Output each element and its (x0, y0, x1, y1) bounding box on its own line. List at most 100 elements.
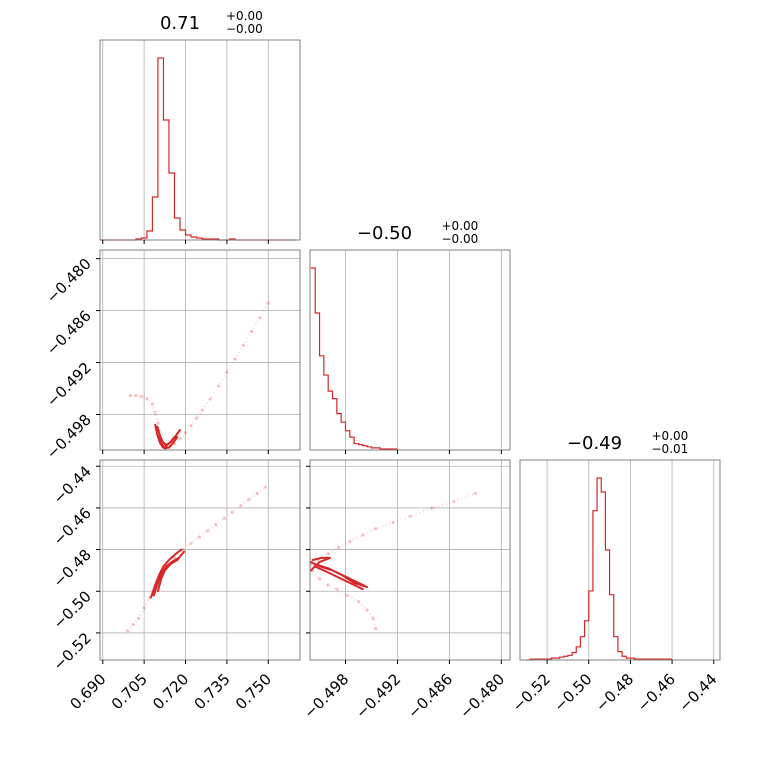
scatter-point (374, 527, 378, 531)
p1-vs-p2-grid (310, 460, 510, 660)
p1-vs-p2-frame (309, 459, 511, 661)
histogram-bar (341, 422, 345, 450)
p0_vs_p1-points (128, 301, 270, 450)
scatter-point (263, 485, 268, 489)
scatter-point (430, 506, 434, 510)
scatter-point (208, 397, 212, 401)
scatter-point (335, 587, 339, 591)
hist-p2-frame (519, 459, 721, 661)
hist-p0-title-plus: +0.00 (226, 9, 263, 23)
scatter-point (230, 510, 235, 514)
p0-vs-p1-grid (100, 250, 300, 450)
scatter-point (125, 629, 130, 633)
histogram-bar (572, 653, 576, 660)
histogram-bar (174, 218, 180, 240)
p0-vs-p2-x-tick-label: 0.690 (66, 670, 109, 713)
scatter-point (183, 431, 188, 435)
hist-p1-grid (345, 250, 502, 450)
hist-p2-title-plus: +0.00 (652, 429, 689, 443)
hist-p1-title-minus: −0.00 (442, 232, 479, 246)
hist-p1-title-value: −0.50 (357, 223, 412, 244)
scatter-point (172, 556, 177, 560)
p0-vs-p2-x-tick-label: 0.735 (191, 670, 234, 713)
density-contour (313, 565, 364, 591)
density-contour (157, 429, 181, 446)
histogram-bar (158, 58, 164, 240)
histogram-bar (337, 414, 341, 450)
scatter-point (156, 421, 160, 425)
scatter-point (365, 608, 369, 612)
histogram-bar (576, 647, 580, 660)
p0-vs-p2-y-tick-label: −0.50 (50, 587, 95, 632)
scatter-point (150, 402, 155, 406)
scatter-point (317, 577, 322, 581)
scatter-point (348, 539, 352, 543)
p0-vs-p2-x-tick-label: 0.750 (232, 670, 275, 713)
histogram-bar (186, 235, 192, 240)
scatter-point (336, 545, 341, 550)
p0-vs-p1-y-tick-label: −0.498 (43, 411, 95, 463)
density-contour (152, 556, 180, 597)
hist-p2-x-tick-label: −0.52 (509, 670, 554, 715)
histogram-bar (601, 492, 605, 660)
p0-vs-p2-x-tick-label: 0.705 (108, 670, 151, 713)
scatter-point (189, 541, 193, 545)
p0-vs-p1-y-tick-label: −0.492 (43, 359, 95, 411)
density-contour (150, 548, 183, 599)
scatter-point (189, 424, 193, 428)
scatter-point (374, 627, 378, 631)
hist-p2-grid (546, 460, 715, 660)
hist_p2-step-outline (526, 477, 673, 661)
hist_p2-bars (530, 478, 672, 660)
scatter-point (247, 497, 251, 502)
histogram-bar (345, 431, 349, 450)
scatter-point (233, 357, 237, 361)
histogram-bar (333, 399, 337, 450)
p1-vs-p2-x-tick-label: −0.480 (456, 670, 508, 722)
scatter-point (137, 616, 141, 620)
histogram-bar (169, 173, 175, 240)
histogram-bar (593, 511, 597, 660)
density-contour (309, 561, 369, 589)
histogram-bar (589, 591, 593, 660)
histogram-bar (354, 444, 358, 450)
hist-p2-x-tick-label: −0.48 (592, 670, 637, 715)
hist_p0-step-outline (100, 57, 296, 241)
histogram-bar (568, 655, 572, 660)
p0-vs-p2-y-tick-label: −0.44 (50, 462, 95, 507)
histogram-bar (350, 437, 354, 450)
scatter-point (142, 606, 146, 610)
histogram-bar (328, 391, 332, 450)
scatter-point (266, 301, 270, 305)
scatter-point (197, 535, 201, 539)
scatter-point (217, 384, 221, 388)
scatter-point (408, 514, 413, 518)
p0-vs-p2-grid (100, 460, 300, 660)
scatter-point (326, 583, 330, 587)
scatter-point (356, 600, 361, 604)
scatter-point (153, 411, 157, 415)
scatter-point (214, 522, 218, 527)
hist-p1-frame (309, 249, 511, 451)
scatter-point (241, 343, 246, 347)
scatter-point (194, 416, 199, 420)
histogram-bar (163, 120, 169, 240)
scatter-point (178, 437, 182, 441)
density-contour (309, 556, 331, 572)
scatter-point (250, 329, 254, 333)
histogram-bar (324, 375, 328, 450)
p1-vs-p2-x-tick-label: −0.486 (404, 670, 456, 722)
density-contour (156, 550, 186, 593)
hist-p2-title-minus: −0.01 (652, 442, 689, 456)
scatter-point (222, 516, 226, 520)
histogram-bar (311, 268, 315, 450)
scatter-point (145, 397, 149, 401)
p1-vs-p2-x-tick-label: −0.492 (352, 670, 404, 722)
p0-vs-p2-y-tick-label: −0.48 (50, 546, 95, 591)
scatter-point (255, 491, 259, 495)
histogram-bar (605, 550, 609, 660)
hist-p0-frame (99, 39, 301, 241)
p1_vs_p2-points (309, 491, 477, 631)
p0-vs-p2-frame (99, 459, 301, 661)
